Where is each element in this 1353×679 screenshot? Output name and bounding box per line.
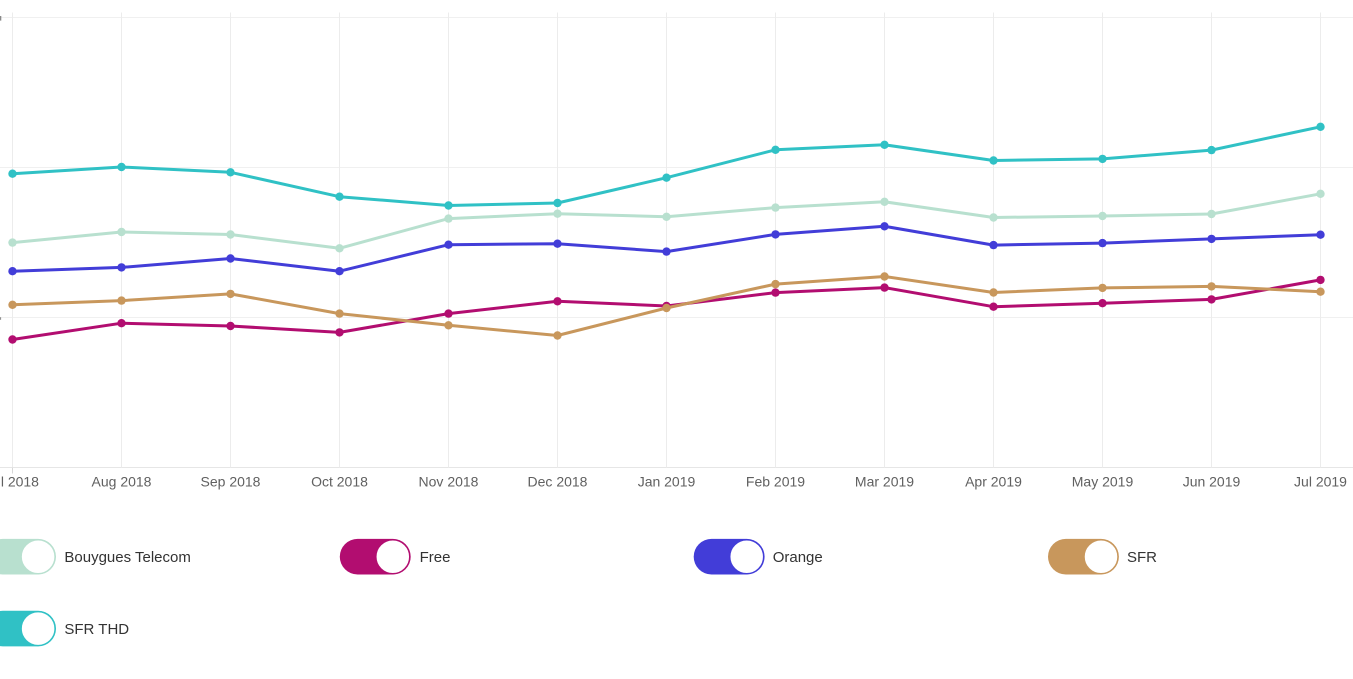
svg-text:Jan 2019: Jan 2019	[638, 474, 696, 490]
svg-text:Sep 2018: Sep 2018	[201, 474, 261, 490]
svg-text:Orange: Orange	[773, 549, 823, 566]
svg-text:Dec 2018: Dec 2018	[528, 474, 588, 490]
svg-text:SFR THD: SFR THD	[64, 621, 129, 638]
svg-text:Feb 2019: Feb 2019	[746, 474, 805, 490]
svg-text:Jun 2019: Jun 2019	[1183, 474, 1241, 490]
svg-text:Jul 2018: Jul 2018	[0, 474, 39, 490]
svg-text:May 2019: May 2019	[1072, 474, 1134, 490]
svg-text:Nov 2018: Nov 2018	[419, 474, 479, 490]
svg-text:Mar 2019: Mar 2019	[855, 474, 914, 490]
svg-text:Oct 2018: Oct 2018	[311, 474, 368, 490]
svg-text:Apr 2019: Apr 2019	[965, 474, 1022, 490]
svg-text:Free: Free	[420, 549, 451, 566]
svg-text:Jul 2019: Jul 2019	[1294, 474, 1347, 490]
svg-text:SFR: SFR	[1127, 549, 1157, 566]
svg-text:Bouygues Telecom: Bouygues Telecom	[64, 549, 190, 566]
svg-text:Aug 2018: Aug 2018	[92, 474, 152, 490]
